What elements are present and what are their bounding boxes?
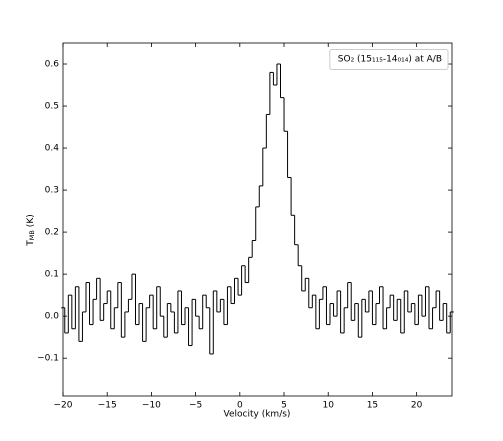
y-label-unit: (K)	[26, 214, 36, 227]
y-tick-label: 0.6	[45, 60, 60, 70]
x-tick-label: 20	[411, 401, 423, 411]
y-tick-label: 0.5	[45, 102, 59, 112]
x-tick-label: −10	[142, 401, 161, 411]
x-tick-label: 0	[237, 401, 243, 411]
y-label-sub: MB	[28, 230, 36, 240]
y-tick-label: 0.4	[45, 144, 60, 154]
plot-frame	[62, 42, 453, 397]
x-tick-label: −20	[54, 401, 73, 411]
x-tick-label: 15	[367, 401, 378, 411]
y-tick-label: 0.3	[45, 186, 59, 196]
y-label-main: T	[26, 240, 36, 247]
y-tick-label: 0.0	[45, 312, 60, 322]
x-axis-label: Velocity (km/s)	[224, 410, 291, 420]
x-tick-label: 10	[323, 401, 335, 411]
x-tick-label: −15	[98, 401, 117, 411]
x-tick-label: 5	[281, 401, 287, 411]
y-tick-label: 0.2	[45, 228, 59, 238]
legend-box	[329, 49, 449, 70]
x-tick-label: −5	[189, 401, 202, 411]
legend-label: SO₂ (15₁₁₅-14₀₁₄) at A/B	[338, 55, 442, 65]
y-tick-label: −0.1	[37, 354, 59, 364]
y-axis-label: TMB (K)	[26, 214, 37, 247]
y-tick-label: 0.1	[45, 270, 59, 280]
spectrum	[61, 63, 454, 355]
